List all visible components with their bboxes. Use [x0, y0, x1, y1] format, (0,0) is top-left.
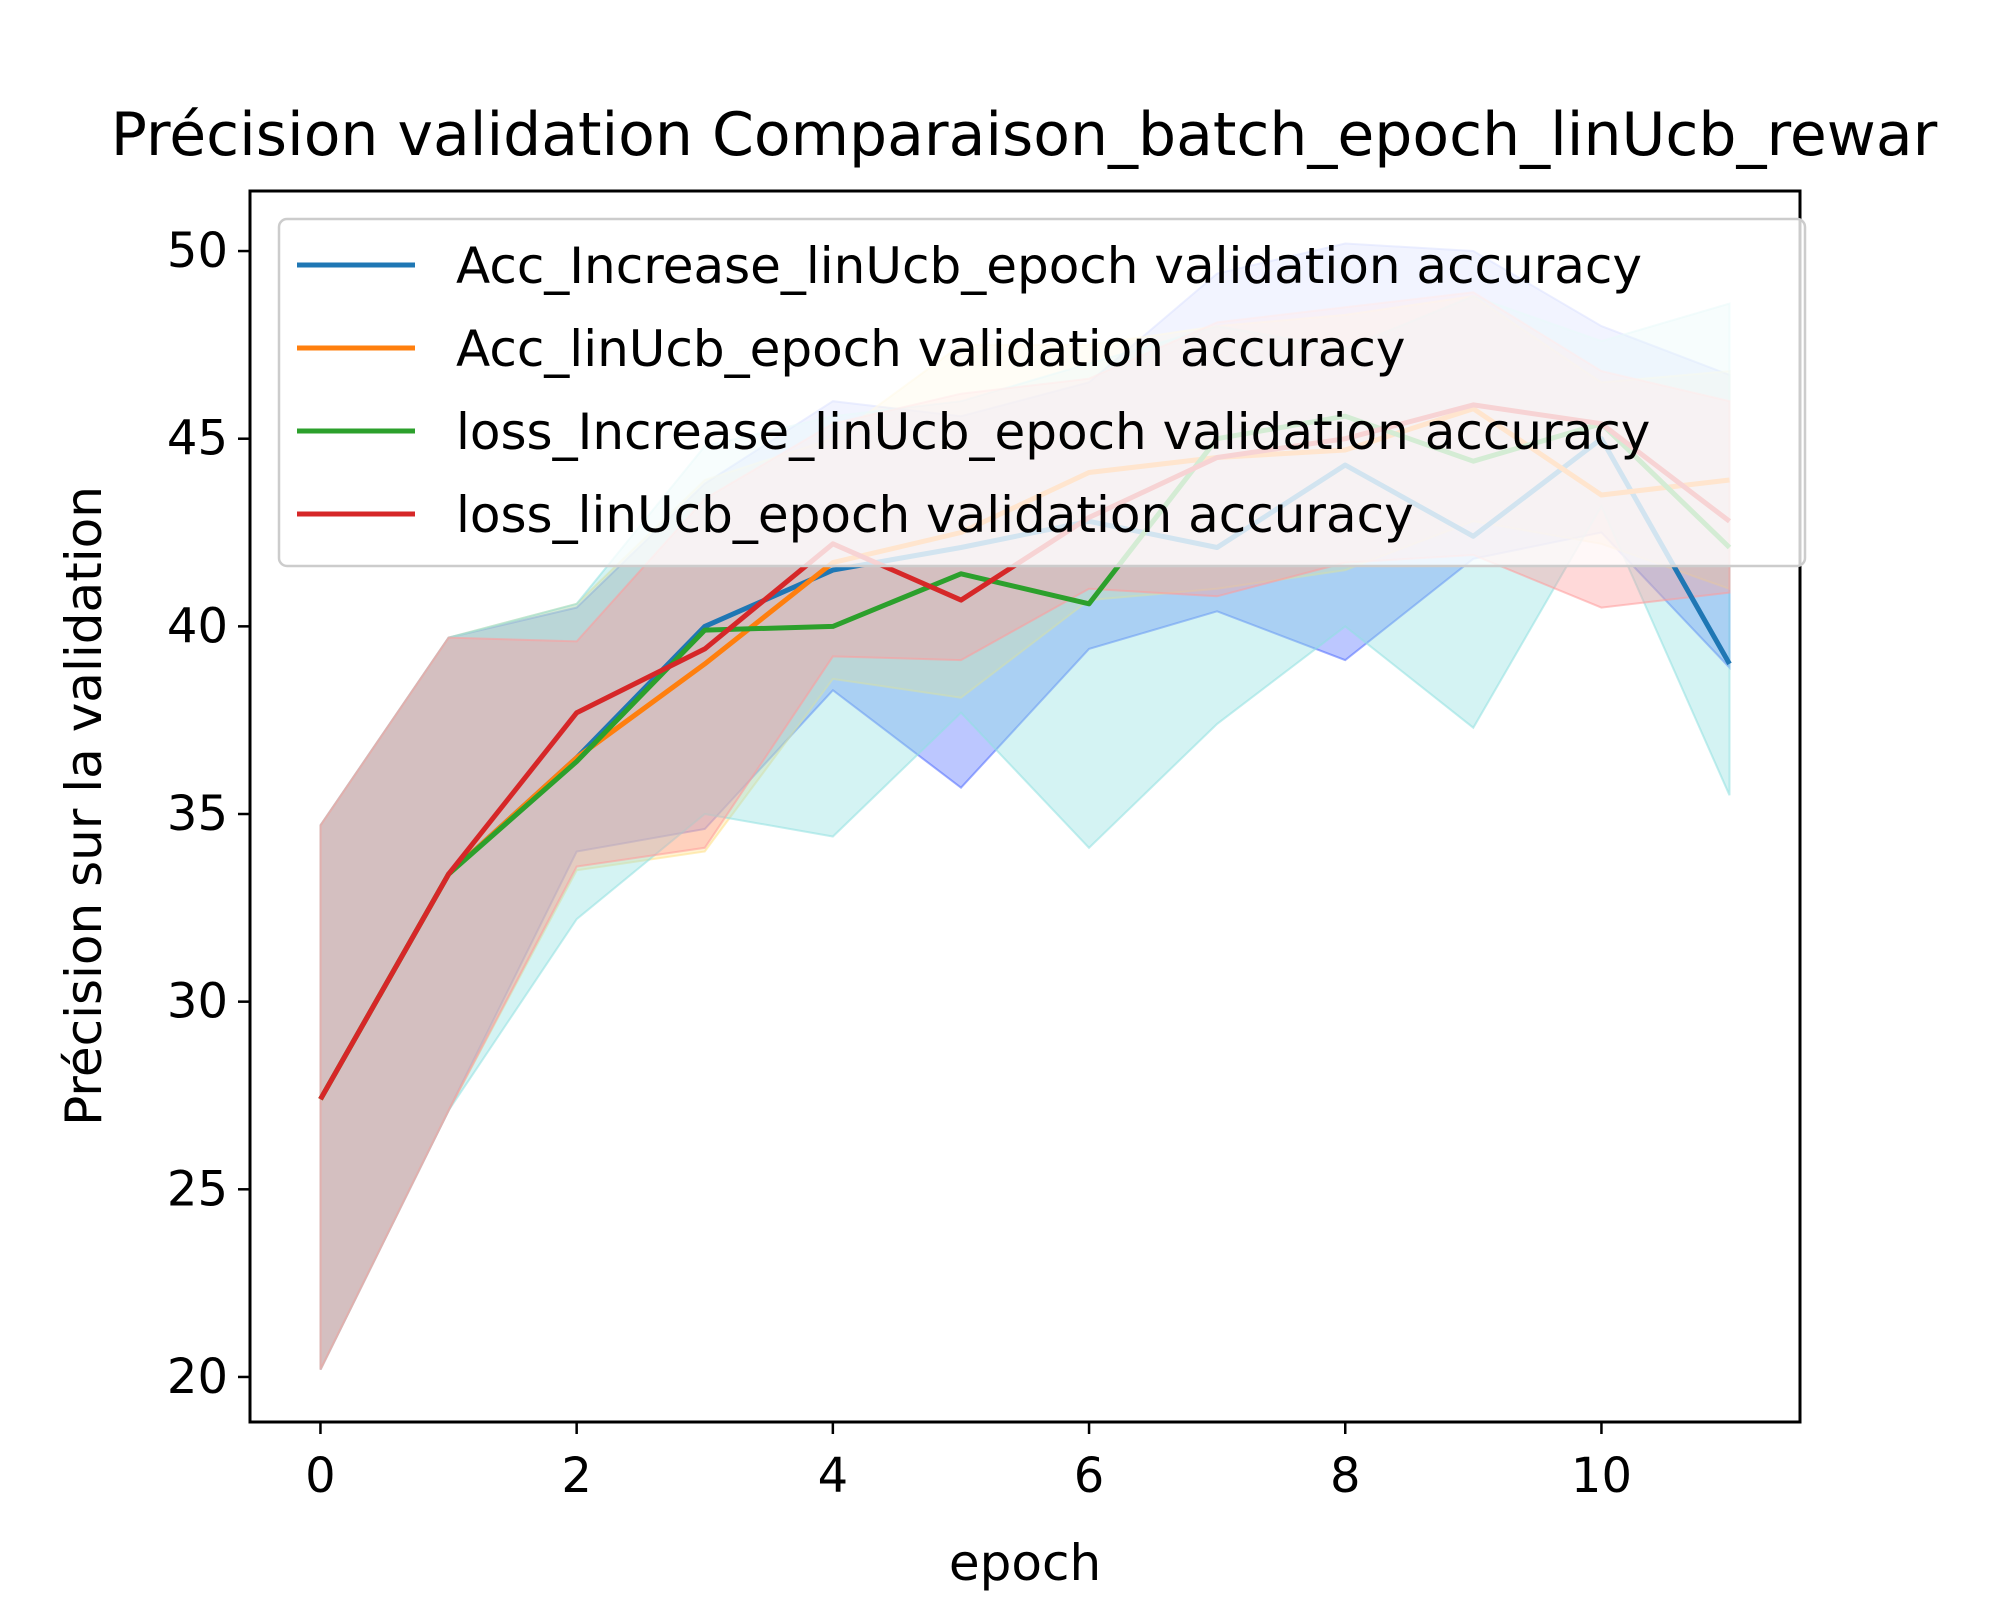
- y-tick-label: 30: [167, 974, 228, 1030]
- y-tick-label: 45: [167, 411, 228, 467]
- x-tick-label: 4: [818, 1448, 849, 1504]
- x-axis-ticks: 0 2 4 6 8 10: [305, 1422, 1632, 1504]
- plot-frame: [248, 189, 1802, 1424]
- legend: Acc_Increase_linUcb_epoch validation acc…: [277, 217, 1807, 568]
- y-axis-label: Précision sur la validation: [55, 486, 113, 1126]
- y-tick-label: 50: [167, 223, 228, 279]
- y-tick-label: 20: [167, 1349, 228, 1405]
- x-tick-label: 10: [1571, 1448, 1632, 1504]
- legend-box: [277, 217, 1807, 568]
- x-axis-label: epoch: [949, 1534, 1101, 1592]
- legend-label-4: loss_linUcb_epoch validation accuracy: [456, 486, 1414, 544]
- legend-label-3: loss_Increase_linUcb_epoch validation ac…: [456, 403, 1650, 461]
- y-tick-label: 25: [167, 1161, 228, 1217]
- y-axis-ticks: 20 25 30 35 40 45 50: [167, 223, 250, 1405]
- y-tick-label: 35: [167, 786, 228, 842]
- x-tick-label: 2: [561, 1448, 592, 1504]
- x-tick-label: 6: [1074, 1448, 1105, 1504]
- chart-title: Précision validation Comparaison_batch_e…: [111, 100, 1938, 170]
- x-tick-label: 8: [1330, 1448, 1361, 1504]
- legend-label-2: Acc_linUcb_epoch validation accuracy: [456, 320, 1405, 378]
- x-tick-label: 0: [305, 1448, 336, 1504]
- y-tick-label: 40: [167, 598, 228, 654]
- legend-label-1: Acc_Increase_linUcb_epoch validation acc…: [456, 237, 1642, 295]
